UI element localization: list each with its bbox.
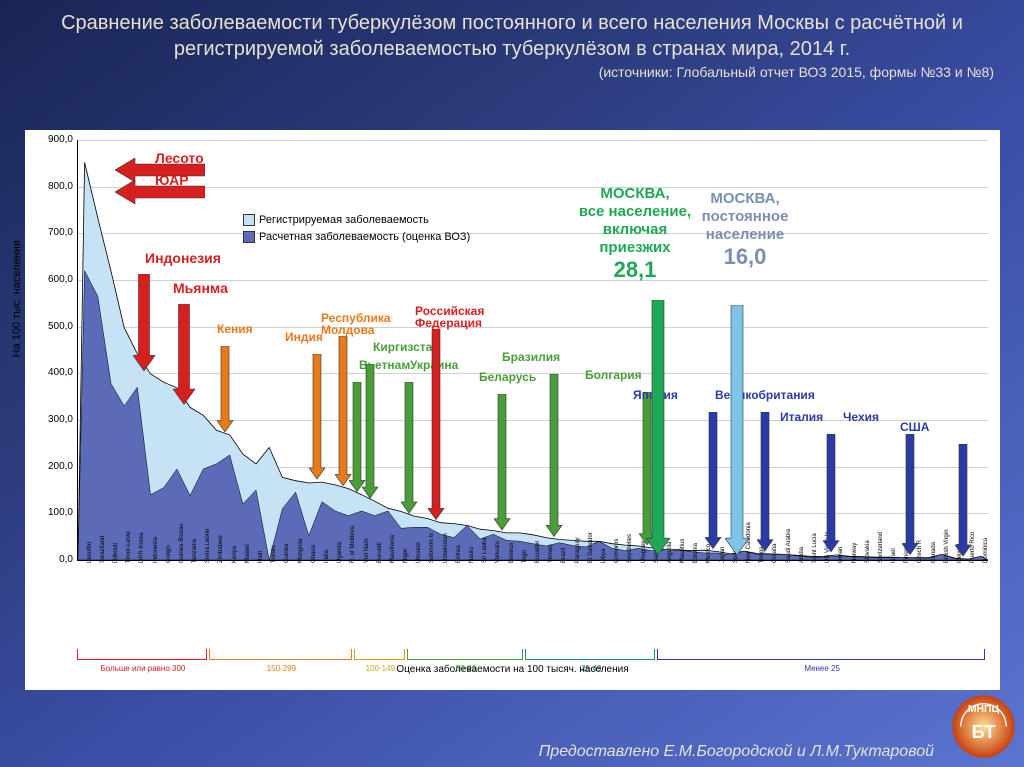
logo-icon: МНПЦ БТ bbox=[951, 694, 1016, 759]
legend-label-estimated: Расчетная заболеваемость (оценка ВОЗ) bbox=[259, 229, 470, 246]
moscow-column-label: МОСКВА,все население,включаяприезжих28,1 bbox=[575, 185, 695, 283]
page-subtitle: (источники: Глобальный отчет ВОЗ 2015, ф… bbox=[0, 64, 1024, 86]
legend-swatch-estimated bbox=[243, 231, 255, 243]
legend-item-estimated: Расчетная заболеваемость (оценка ВОЗ) bbox=[243, 229, 470, 246]
page-title: Сравнение заболеваемости туберкулёзом по… bbox=[0, 0, 1024, 64]
legend: Регистрируемая заболеваемость Расчетная … bbox=[243, 212, 470, 245]
y-axis-label: На 100 тыс. населения bbox=[11, 240, 23, 357]
svg-text:МНПЦ: МНПЦ bbox=[968, 704, 1000, 715]
footer-credit: Предоставлено Е.М.Богородской и Л.М.Тукт… bbox=[539, 743, 934, 761]
moscow-column-label: МОСКВА,постоянноенаселение16,0 bbox=[685, 190, 805, 270]
legend-label-registered: Регистрируемая заболеваемость bbox=[259, 212, 429, 229]
legend-item-registered: Регистрируемая заболеваемость bbox=[243, 212, 470, 229]
legend-swatch-registered bbox=[243, 214, 255, 226]
x-axis-title: Оценка заболеваемости на 100 тысяч. насе… bbox=[396, 664, 628, 675]
svg-text:БТ: БТ bbox=[972, 722, 996, 742]
